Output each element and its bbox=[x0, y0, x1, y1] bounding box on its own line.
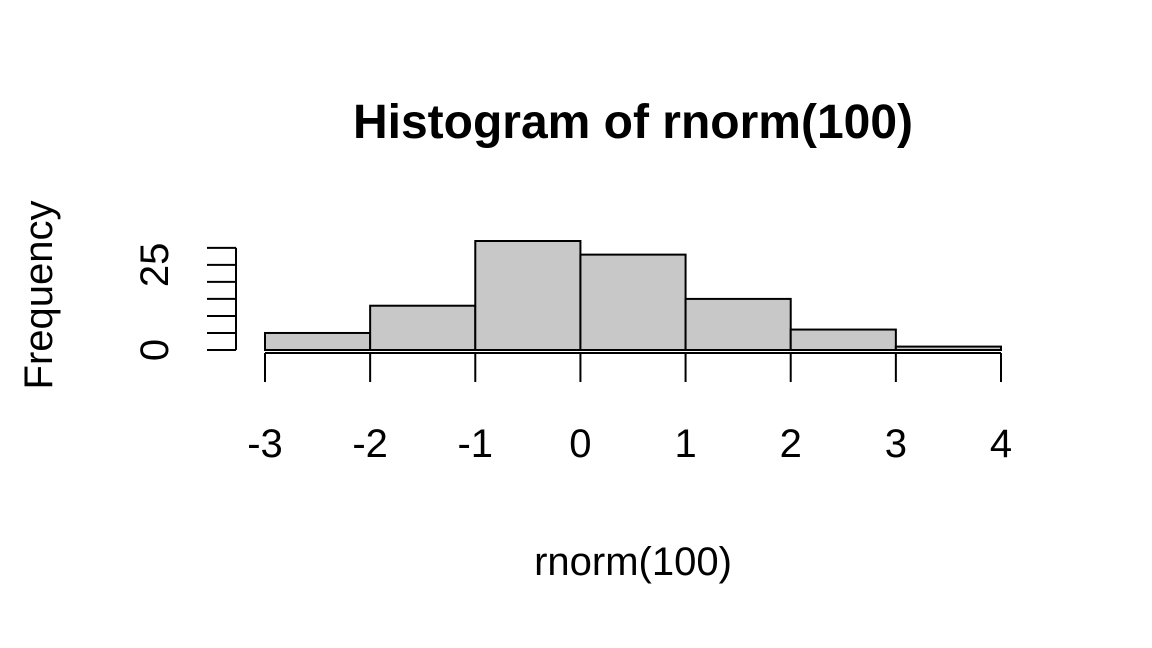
x-tick-label: 0 bbox=[569, 422, 591, 466]
x-tick-label: -2 bbox=[352, 422, 388, 466]
x-tick-label: 1 bbox=[674, 422, 696, 466]
x-axis-label: rnorm(100) bbox=[534, 540, 732, 584]
x-tick-label: -3 bbox=[247, 422, 283, 466]
x-tick-label: 4 bbox=[990, 422, 1012, 466]
bar bbox=[474, 240, 582, 351]
x-tick-label: -1 bbox=[457, 422, 493, 466]
bar bbox=[894, 345, 1002, 351]
y-tick-label: 0 bbox=[133, 339, 177, 361]
bar bbox=[684, 297, 792, 351]
bar bbox=[579, 253, 687, 351]
y-axis-label: Frequency bbox=[17, 201, 61, 390]
x-tick-label: 2 bbox=[780, 422, 802, 466]
x-tick-label: 3 bbox=[885, 422, 907, 466]
chart-title: Histogram of rnorm(100) bbox=[353, 96, 913, 149]
bar bbox=[369, 304, 477, 351]
bar bbox=[789, 328, 897, 351]
bar bbox=[264, 331, 372, 351]
y-tick-label: 25 bbox=[133, 243, 177, 288]
